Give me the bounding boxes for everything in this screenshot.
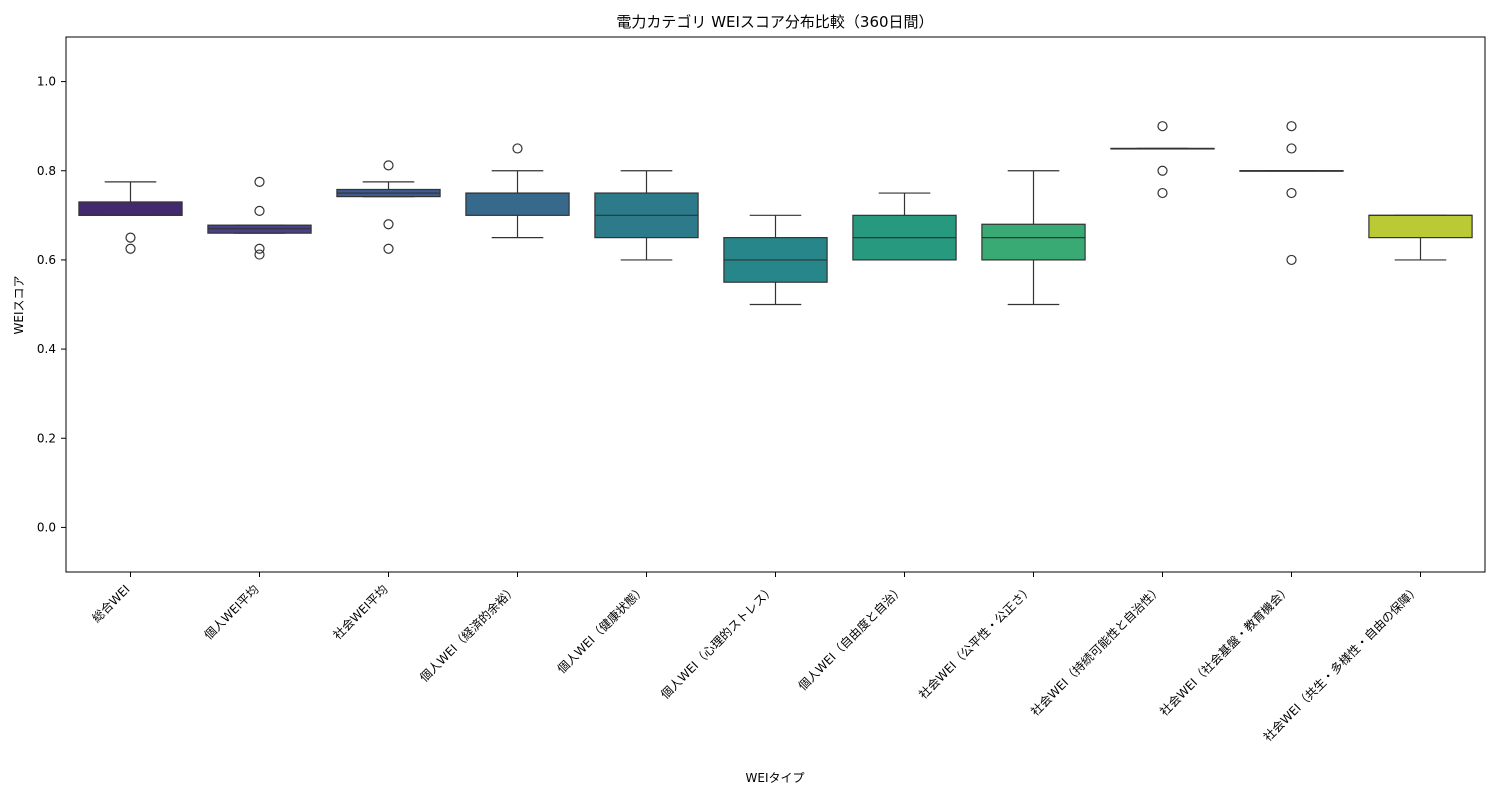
outlier-point bbox=[512, 143, 523, 154]
box-group bbox=[207, 176, 312, 260]
y-axis: 0.0 0.2 0.4 0.6 0.8 1.0 bbox=[37, 75, 66, 534]
box-group bbox=[723, 214, 828, 306]
x-tick-label: 社会WEI（公平性・公正さ） bbox=[915, 582, 1035, 702]
box-group bbox=[852, 192, 957, 261]
box bbox=[465, 192, 570, 216]
outlier-point bbox=[383, 160, 394, 171]
box bbox=[981, 223, 1086, 261]
x-tick-label: 個人WEI（経済的余裕） bbox=[416, 582, 519, 685]
box-group bbox=[981, 170, 1086, 306]
x-tick-label: 社会WEI平均 bbox=[330, 582, 391, 643]
y-tick-label: 1.0 bbox=[37, 75, 56, 89]
box bbox=[1368, 214, 1473, 239]
y-axis-label: WEIスコア bbox=[12, 276, 26, 335]
box-group bbox=[336, 160, 441, 254]
x-tick-label: 個人WEI平均 bbox=[202, 582, 262, 642]
outlier-point bbox=[1286, 121, 1297, 132]
x-tick-label: 社会WEI（持続可能性と自治性） bbox=[1027, 582, 1164, 719]
box-group bbox=[1110, 121, 1215, 199]
outlier-point bbox=[1286, 143, 1297, 154]
box-group bbox=[465, 143, 570, 239]
outlier-point bbox=[383, 219, 394, 230]
outlier-point bbox=[254, 176, 265, 187]
x-tick-label: 社会WEI（社会基盤・教育機会） bbox=[1156, 582, 1293, 719]
box-group bbox=[78, 181, 183, 254]
outlier-point bbox=[254, 243, 265, 254]
y-tick-label: 0.4 bbox=[37, 342, 56, 356]
x-axis-label: WEIタイプ bbox=[746, 771, 805, 785]
box-group bbox=[1239, 121, 1344, 266]
outlier-point bbox=[1157, 165, 1168, 176]
x-tick-label: 社会WEI（共生・多様性・自由の保障） bbox=[1260, 582, 1423, 745]
outlier-point bbox=[1286, 187, 1297, 199]
x-tick-label: 個人WEI（自由度と自治） bbox=[795, 582, 907, 694]
outlier-point bbox=[254, 205, 265, 216]
y-tick-label: 0.6 bbox=[37, 253, 56, 267]
box-group bbox=[1368, 214, 1473, 261]
outlier-point bbox=[1157, 187, 1168, 199]
outlier-point bbox=[1286, 254, 1297, 266]
box-series bbox=[78, 121, 1473, 306]
outlier-point bbox=[125, 232, 136, 243]
x-tick-label: 個人WEI（健康状態） bbox=[554, 582, 649, 677]
x-tick-label: 個人WEI（心理的ストレス） bbox=[657, 582, 777, 702]
outlier-point bbox=[383, 243, 394, 254]
y-tick-label: 0.8 bbox=[37, 164, 56, 178]
outlier-point bbox=[1157, 121, 1168, 132]
x-tick-label: 総合WEI bbox=[89, 582, 133, 626]
box-group bbox=[594, 170, 699, 261]
chart-title: 電力カテゴリ WEIスコア分布比較（360日間） bbox=[616, 13, 933, 31]
box bbox=[78, 201, 183, 216]
outlier-point bbox=[254, 249, 265, 260]
outlier-point bbox=[125, 243, 136, 254]
y-tick-label: 0.0 bbox=[37, 520, 56, 534]
x-axis: 総合WEI 個人WEI平均 社会WEI平均 個人WEI（経済的余裕） 個人WEI（健康状… bbox=[89, 572, 1423, 744]
y-tick-label: 0.2 bbox=[37, 431, 56, 445]
